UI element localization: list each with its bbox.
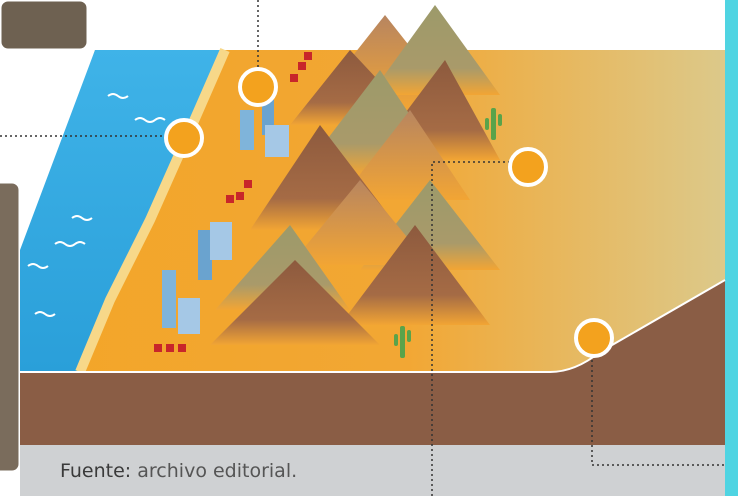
photo [0,182,20,472]
infographic: Fuente: archivo editorial. [0,0,738,496]
source-value: archivo editorial. [137,460,297,482]
photo [0,0,88,50]
source-text: Fuente: archivo editorial. [60,460,297,482]
frame-border [725,0,738,496]
source-label: Fuente: [60,460,131,482]
